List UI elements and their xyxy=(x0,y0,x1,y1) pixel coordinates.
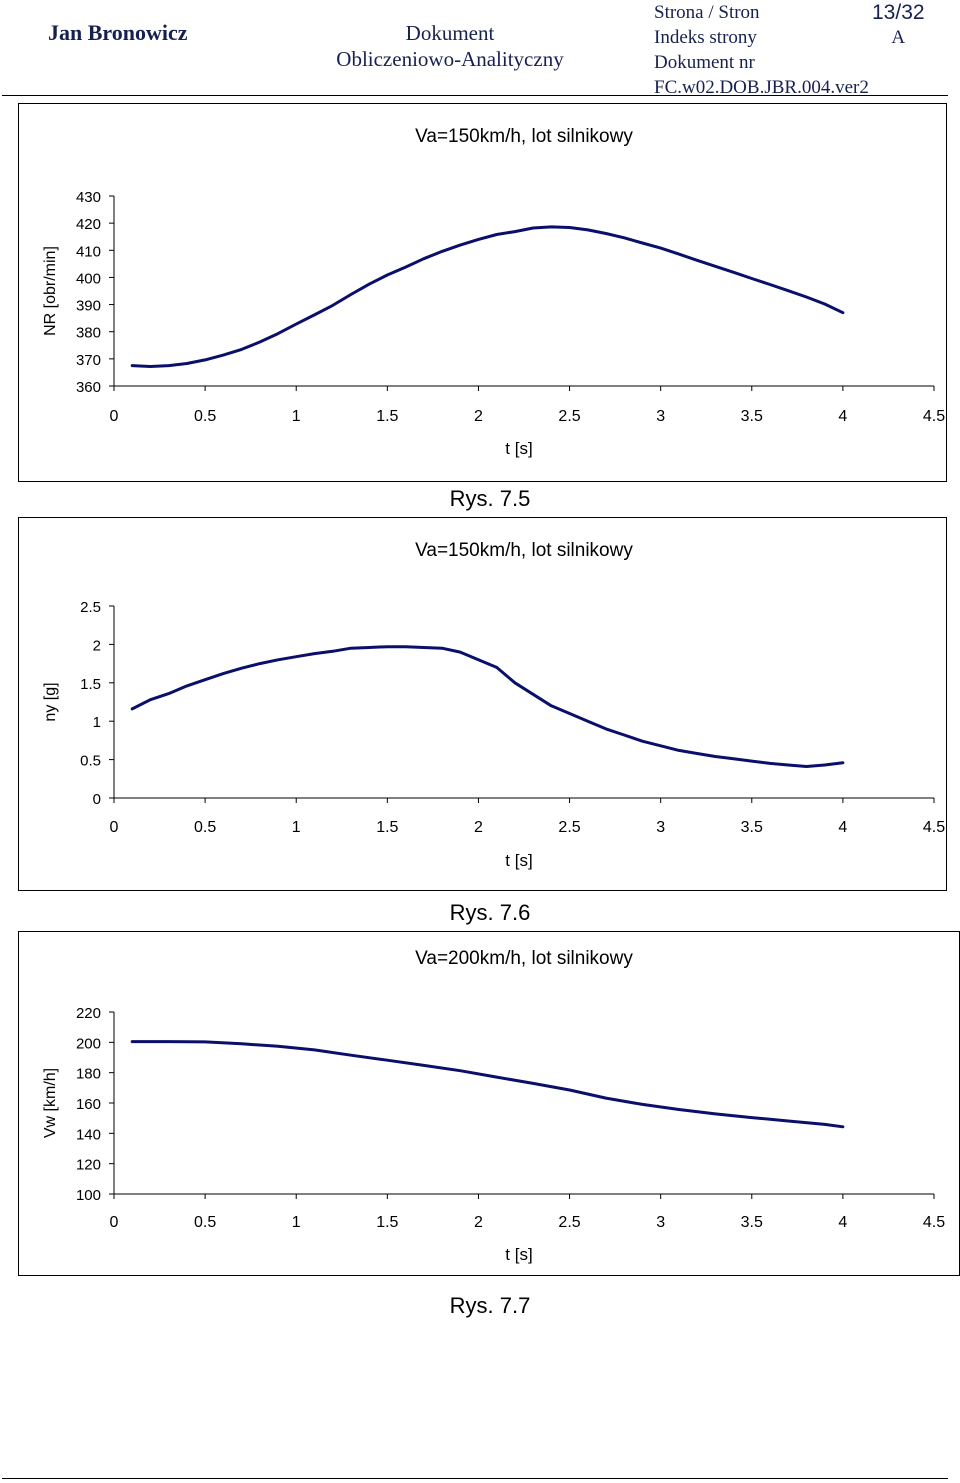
y-tick-label: 160 xyxy=(76,1096,101,1113)
meta-docnr-label: Dokument nr xyxy=(654,52,755,73)
x-tick-label: 2.5 xyxy=(558,819,580,836)
chart-vw: Va=200km/h, lot silnikowy100120140160180… xyxy=(42,948,945,1264)
x-axis-label: t [s] xyxy=(505,1245,532,1264)
data-series-line xyxy=(130,1040,845,1129)
x-tick-label: 0 xyxy=(110,1214,119,1231)
document-type: Dokument Obliczeniowo-Analityczny xyxy=(320,20,580,72)
x-tick-label: 0.5 xyxy=(194,408,216,425)
y-tick-label: 400 xyxy=(76,270,101,287)
x-tick-label: 3 xyxy=(656,408,665,425)
chart-title: Va=150km/h, lot silnikowy xyxy=(415,540,633,561)
y-axis-label: NR [obr/min] xyxy=(42,246,59,336)
data-series-line xyxy=(130,225,845,368)
x-tick-label: 3.5 xyxy=(741,819,763,836)
y-axis-label: ny [g] xyxy=(42,682,59,721)
x-tick-label: 4 xyxy=(838,1214,847,1231)
y-tick-label: 2 xyxy=(93,637,101,654)
y-tick-label: 390 xyxy=(76,298,101,315)
y-tick-label: 0 xyxy=(93,791,101,808)
page-values: 13/32 A xyxy=(872,0,925,50)
chart-nr-box: Va=150km/h, lot silnikowy 360 370 380 390 400… xyxy=(18,103,947,482)
caption-rys-7-7: Rys. 7.7 xyxy=(449,1293,531,1318)
y-tick-label: 1 xyxy=(93,714,101,731)
y-tick-label: 420 xyxy=(76,216,101,233)
x-tick-label: 4.5 xyxy=(923,819,945,836)
y-tick-label: 100 xyxy=(76,1187,101,1204)
chart-vw-box: Va=200km/h, lot silnikowy 100 120 140 160 180… xyxy=(18,931,960,1276)
x-tick-label: 3.5 xyxy=(741,1214,763,1231)
x-tick-label: 2.5 xyxy=(558,408,580,425)
caption-rys-7-5: Rys. 7.5 xyxy=(449,486,531,511)
x-tick-label: 4 xyxy=(838,408,847,425)
x-tick-label: 2 xyxy=(474,819,483,836)
y-tick-label: 0.5 xyxy=(80,753,101,770)
chart-title: Va=150km/h, lot silnikowy xyxy=(415,126,633,147)
x-tick-label: 0 xyxy=(110,408,119,425)
x-tick-label: 1 xyxy=(292,408,301,425)
document-meta-labels: Strona / Stron Indeks strony Dokument nr… xyxy=(654,0,869,100)
x-tick-label: 1.5 xyxy=(376,1214,398,1231)
y-tick-label: 410 xyxy=(76,243,101,260)
author-name: Jan Bronowicz xyxy=(48,20,188,45)
meta-index-label: Indeks strony xyxy=(654,27,757,48)
y-axis-label: Vw [km/h] xyxy=(42,1068,59,1138)
y-tick-label: 200 xyxy=(76,1035,101,1052)
x-axis-label: t [s] xyxy=(505,851,532,870)
x-tick-label: 0.5 xyxy=(194,1214,216,1231)
chart-ny-box: Va=150km/h, lot silnikowy 0 0.5 1 1.5 2 2.5 0 0.… xyxy=(18,517,947,891)
x-tick-label: 2 xyxy=(474,1214,483,1231)
x-tick-label: 3.5 xyxy=(741,408,763,425)
x-tick-label: 1 xyxy=(292,819,301,836)
x-tick-label: 1 xyxy=(292,1214,301,1231)
caption-rys-7-6: Rys. 7.6 xyxy=(449,900,531,925)
x-tick-label: 0.5 xyxy=(194,819,216,836)
x-tick-label: 1.5 xyxy=(376,408,398,425)
meta-docnr-value: FC.w02.DOB.JBR.004.ver2 xyxy=(654,77,869,98)
footer-divider xyxy=(2,1478,948,1479)
y-tick-label: 380 xyxy=(76,325,101,342)
page-index: A xyxy=(891,27,906,48)
y-tick-label: 430 xyxy=(76,189,101,206)
data-series-line xyxy=(130,645,845,768)
y-tick-label: 220 xyxy=(76,1005,101,1022)
header-divider xyxy=(2,95,948,96)
chart-ny: Va=150km/h, lot silnikowy 0 0.5 1 1.5 2 2.5 0 0.… xyxy=(42,540,945,870)
x-tick-label: 0 xyxy=(110,819,119,836)
y-tick-label: 370 xyxy=(76,352,101,369)
y-tick-label: 140 xyxy=(76,1126,101,1143)
x-tick-label: 2 xyxy=(474,408,483,425)
x-axis-label: t [s] xyxy=(505,439,532,458)
y-tick-label: 360 xyxy=(76,379,101,396)
x-tick-label: 4 xyxy=(838,819,847,836)
meta-page-label: Strona / Stron xyxy=(654,2,760,23)
y-tick-label: 120 xyxy=(76,1157,101,1174)
x-tick-label: 2.5 xyxy=(558,1214,580,1231)
x-tick-label: 1.5 xyxy=(376,819,398,836)
x-tick-label: 3 xyxy=(656,1214,665,1231)
y-tick-label: 180 xyxy=(76,1066,101,1083)
document-type-line2: Obliczeniowo-Analityczny xyxy=(336,47,564,71)
y-tick-label: 1.5 xyxy=(80,676,101,693)
y-tick-label: 2.5 xyxy=(80,599,101,616)
x-tick-label: 3 xyxy=(656,819,665,836)
chart-title: Va=200km/h, lot silnikowy xyxy=(415,948,633,969)
chart-nr: Va=150km/h, lot silnikowy360370380390400… xyxy=(42,126,945,458)
document-type-line1: Dokument xyxy=(405,21,495,45)
x-tick-label: 4.5 xyxy=(923,1214,945,1231)
x-tick-label: 4.5 xyxy=(923,408,945,425)
page-number: 13/32 xyxy=(872,1,925,24)
